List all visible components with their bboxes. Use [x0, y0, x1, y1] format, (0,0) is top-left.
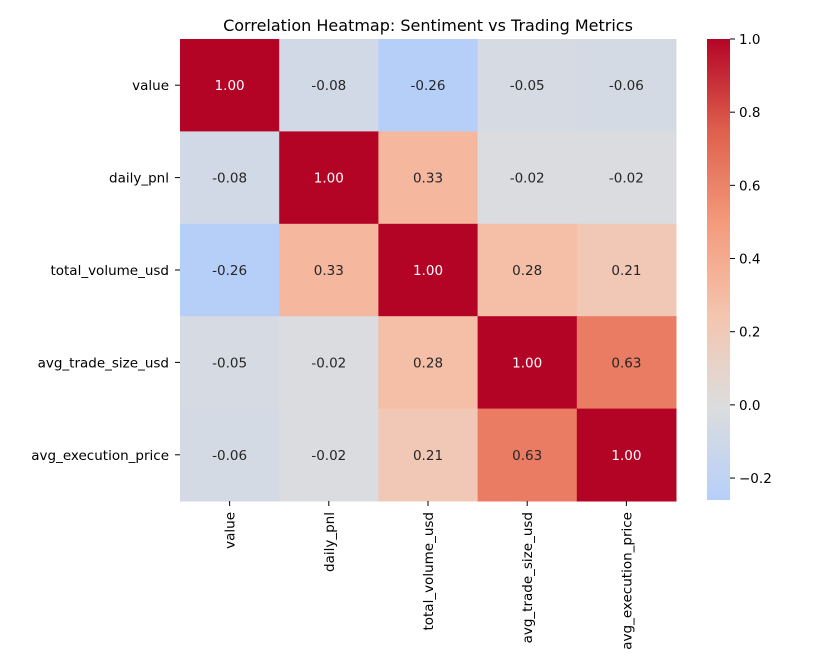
colorbar-tick-label: 0.6	[739, 178, 760, 194]
cell-annotation: -0.06	[212, 448, 247, 464]
cell-annotations: 1.00 -0.08 -0.26 -0.05 -0.06 -0.08 1.00 0.33 -0.…	[212, 78, 644, 464]
cell-annotation: 1.00	[512, 355, 542, 371]
y-axis: value daily_pnl total_volume_usd avg_trade_…	[31, 78, 180, 464]
heatmap-cell	[180, 316, 280, 410]
colorbar-tick-label: 0.0	[739, 398, 760, 414]
cell-annotation: -0.26	[411, 78, 446, 94]
heatmap-cell	[279, 39, 379, 132]
cell-annotation: 1.00	[413, 263, 443, 279]
cell-annotation: -0.05	[510, 78, 545, 94]
colorbar-tick-label: −0.2	[739, 471, 772, 487]
heatmap-cell	[180, 223, 280, 317]
heatmap-cell	[279, 223, 379, 317]
cell-annotation: 0.63	[512, 448, 542, 464]
heatmap-cell	[180, 408, 280, 502]
heatmap-cell	[180, 39, 280, 132]
colorbar-tick-label: 0.8	[739, 105, 760, 121]
chart-title: Correlation Heatmap: Sentiment vs Tradin…	[223, 16, 633, 35]
heatmap-cell	[378, 408, 479, 502]
heatmap-cell	[477, 316, 578, 410]
y-tick-label: avg_trade_size_usd	[38, 355, 169, 371]
colorbar: 1.0 0.8 0.6 0.4 0.2 0.0 −0.2	[707, 32, 772, 500]
heatmap-cell	[477, 131, 578, 225]
x-tick-label: value	[223, 512, 239, 549]
colorbar-tick-label: 0.2	[739, 325, 760, 341]
cell-annotation: 1.00	[314, 171, 344, 187]
heatmap-cell	[378, 316, 479, 410]
colorbar-tick-label: 1.0	[739, 32, 760, 48]
heatmap-cell	[576, 223, 677, 317]
cell-annotation: 0.28	[512, 263, 542, 279]
heatmap-cell	[378, 131, 479, 225]
cell-annotation: -0.02	[609, 171, 644, 187]
cell-annotation: -0.02	[510, 171, 545, 187]
heatmap-cell	[477, 408, 578, 502]
cell-annotation: 0.21	[611, 263, 641, 279]
y-tick-label: value	[132, 78, 169, 94]
heatmap-cell	[477, 39, 578, 132]
heatmap-cell	[576, 408, 677, 502]
y-tick-label: avg_execution_price	[31, 448, 169, 464]
heatmap-cell	[378, 39, 479, 132]
heatmap-cell	[576, 39, 677, 132]
heatmap-cell	[180, 131, 280, 225]
heatmap-cells	[180, 39, 677, 502]
cell-annotation: 1.00	[611, 448, 641, 464]
cell-annotation: -0.06	[609, 78, 644, 94]
heatmap-cell	[279, 316, 379, 410]
x-tick-label: total_volume_usd	[421, 512, 437, 631]
colorbar-tick-label: 0.4	[739, 252, 760, 268]
cell-annotation: 0.33	[413, 171, 443, 187]
x-tick-label: avg_trade_size_usd	[520, 512, 536, 643]
cell-annotation: -0.26	[212, 263, 247, 279]
x-tick-label: avg_execution_price	[619, 512, 635, 650]
cell-annotation: -0.02	[311, 448, 346, 464]
colorbar-gradient	[707, 39, 730, 500]
cell-annotation: 1.00	[215, 78, 245, 94]
cell-annotation: -0.08	[212, 171, 247, 187]
cell-annotation: -0.08	[311, 78, 346, 94]
heatmap-cell	[576, 131, 677, 225]
cell-annotation: 0.21	[413, 448, 443, 464]
heatmap-cell	[279, 408, 379, 502]
y-tick-label: total_volume_usd	[50, 263, 169, 279]
cell-annotation: 0.33	[314, 263, 344, 279]
heatmap-cell	[378, 223, 479, 317]
cell-annotation: -0.02	[311, 355, 346, 371]
x-axis: value daily_pnl total_volume_usd avg_trade_…	[223, 501, 635, 650]
heatmap-cell	[576, 316, 677, 410]
y-tick-label: daily_pnl	[109, 171, 169, 187]
cell-annotation: -0.05	[212, 355, 247, 371]
cell-annotation: 0.63	[611, 355, 641, 371]
x-tick-label: daily_pnl	[322, 512, 338, 572]
heatmap-cell	[477, 223, 578, 317]
heatmap-cell	[279, 131, 379, 225]
cell-annotation: 0.28	[413, 355, 443, 371]
